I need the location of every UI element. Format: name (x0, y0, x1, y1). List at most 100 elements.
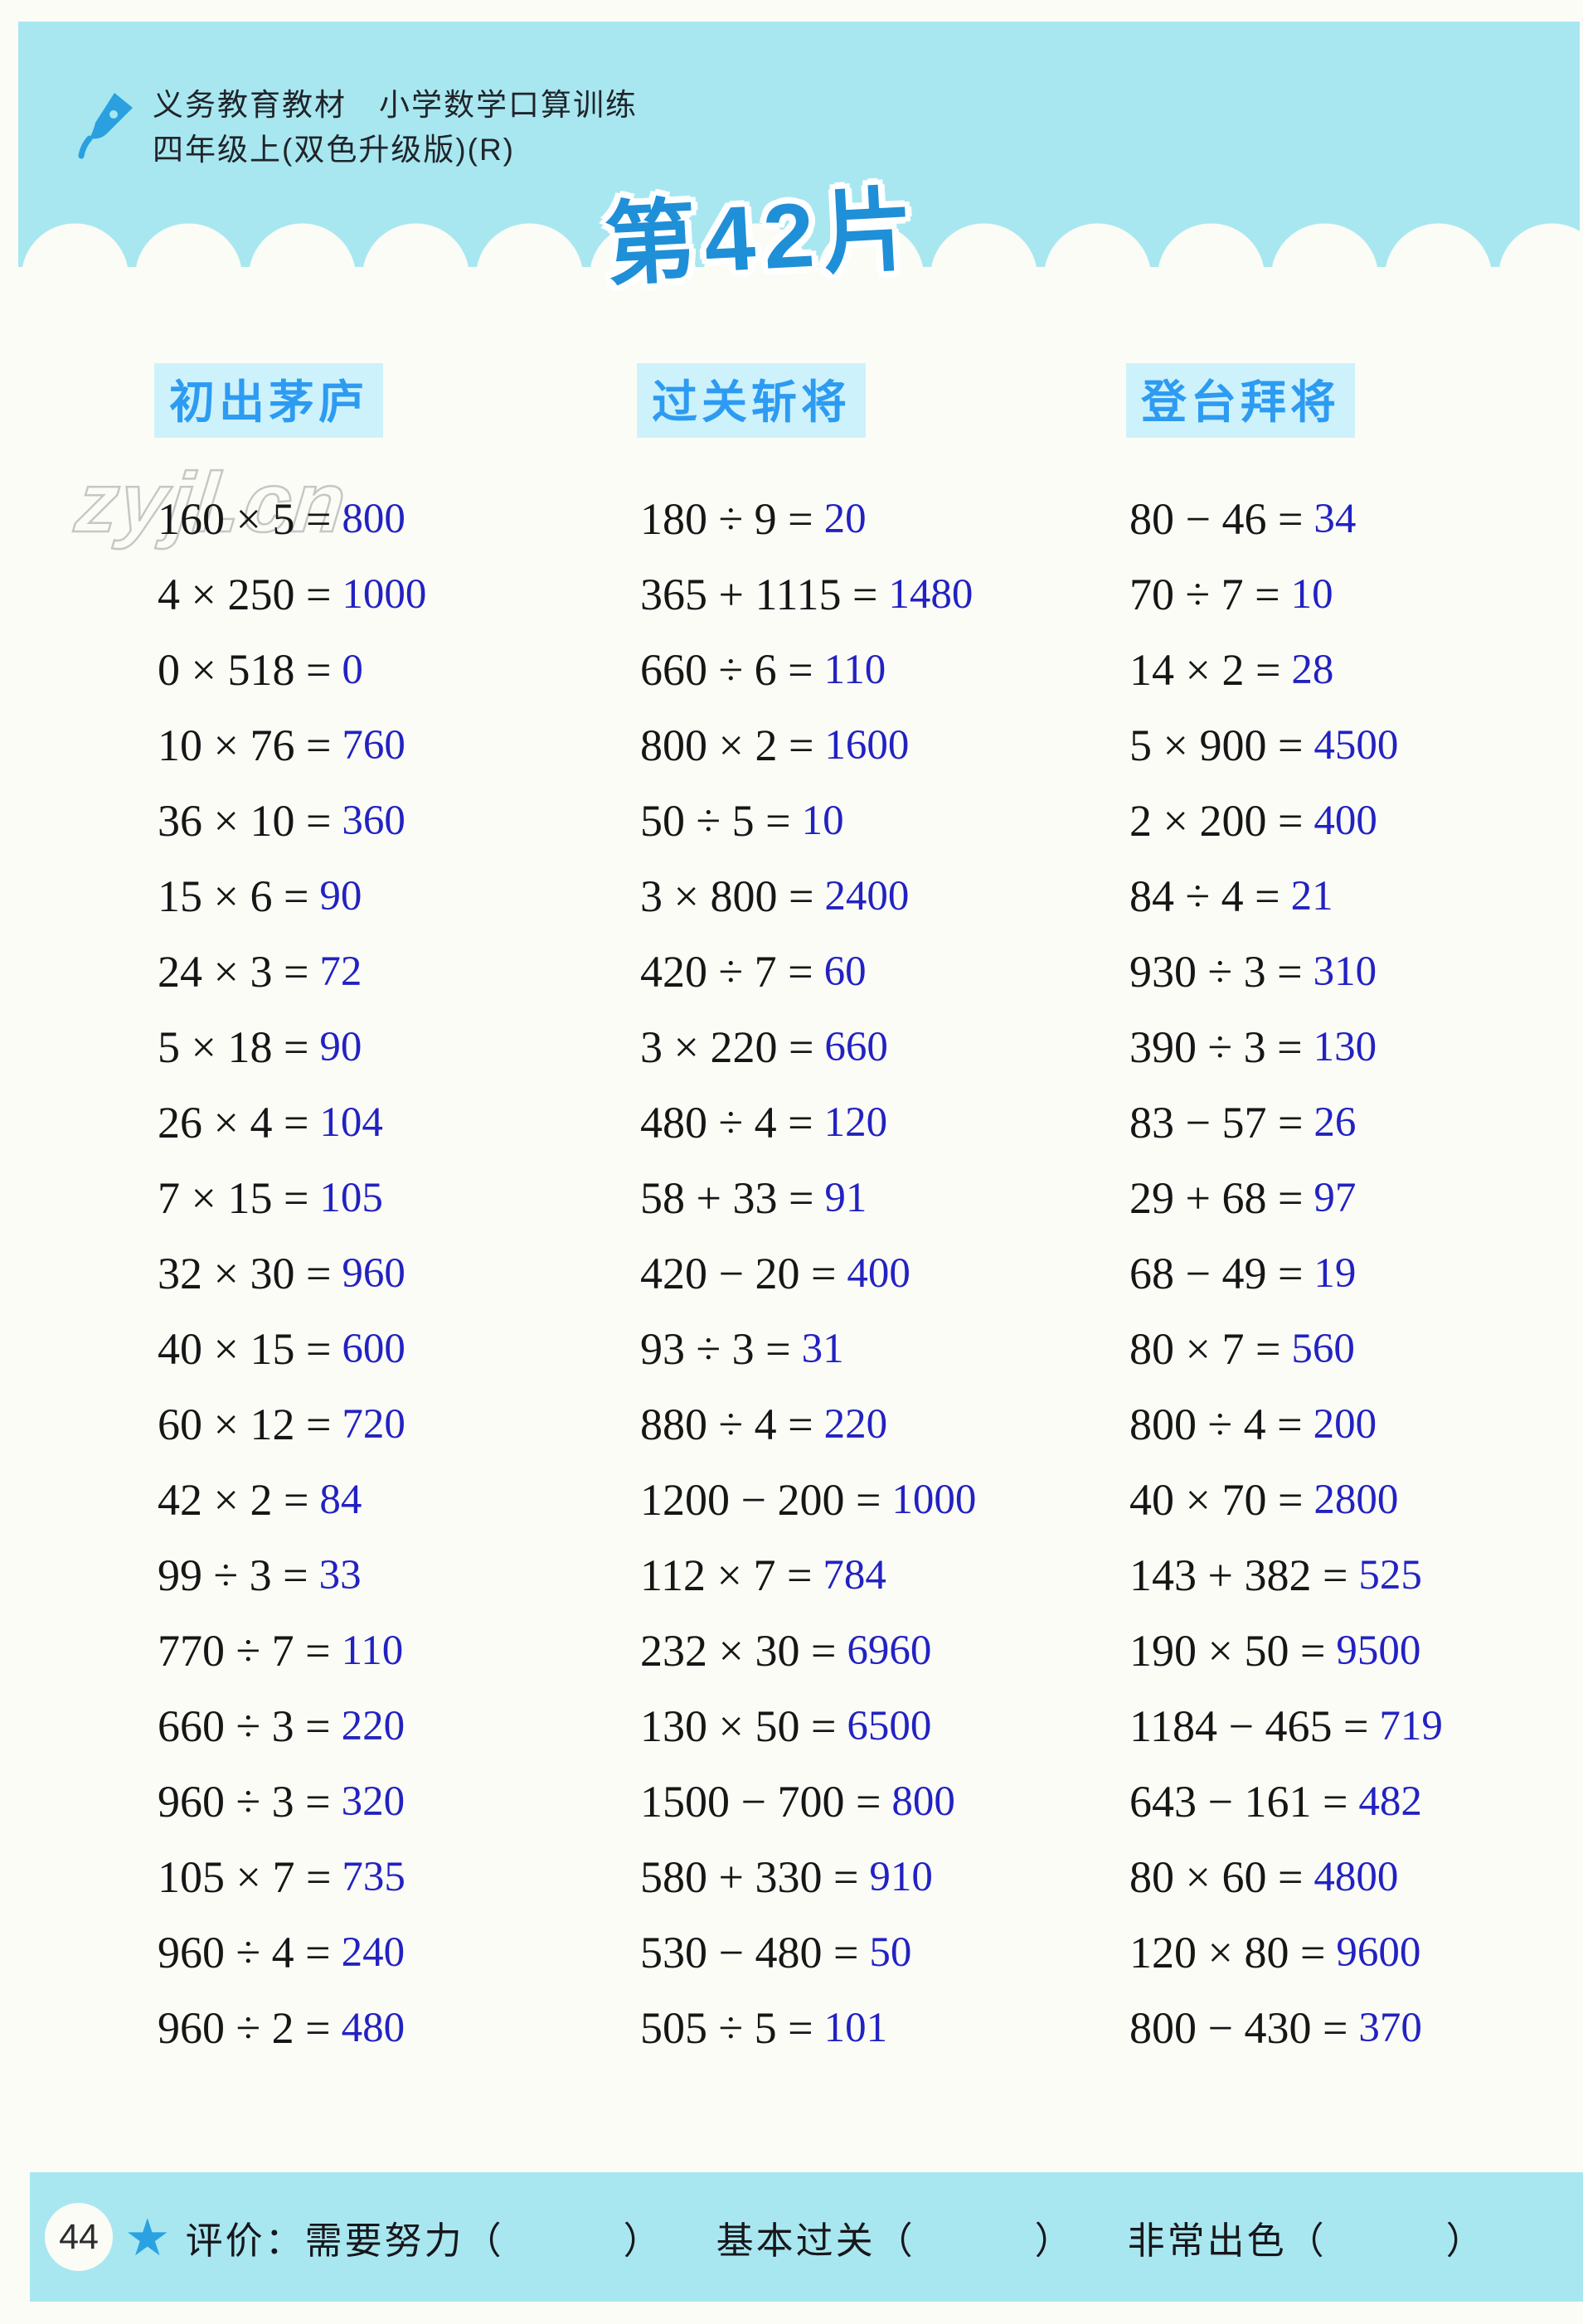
problem-row: 960 ÷ 2 = 480 (158, 1990, 597, 2065)
problem-row: 7 × 15 = 105 (158, 1160, 597, 1235)
problem-expression: 5 × 18 = (158, 1021, 309, 1072)
problem-answer: 20 (823, 495, 867, 542)
problem-expression: 530 − 480 = (640, 1927, 859, 1977)
problem-expression: 29 + 68 = (1129, 1172, 1304, 1223)
problem-answer: 2800 (1314, 1476, 1399, 1523)
header-band: 义务教育教材 小学数学口算训练 四年级上(双色升级版)(R) (18, 22, 1580, 267)
problem-row: 80 − 46 = 34 (1129, 481, 1569, 556)
problem-expression: 36 × 10 = (158, 795, 332, 846)
problem-row: 3 × 220 = 660 (640, 1009, 1080, 1084)
problem-row: 36 × 10 = 360 (158, 783, 597, 858)
problem-row: 5 × 18 = 90 (158, 1009, 597, 1084)
problem-answer: 84 (319, 1476, 362, 1523)
problem-expression: 40 × 70 = (1129, 1474, 1304, 1525)
problem-answer: 130 (1313, 1023, 1377, 1070)
problem-answer: 21 (1290, 872, 1333, 919)
page-number: 44 (45, 2203, 113, 2271)
problem-row: 0 × 518 = 0 (158, 632, 597, 707)
problem-expression: 643 − 161 = (1129, 1776, 1348, 1827)
header-line2: 四年级上(双色升级版)(R) (153, 132, 516, 167)
evaluation-label: 评价： (185, 2219, 305, 2262)
pen-icon (78, 90, 139, 161)
column-1: 过关斩将 180 ÷ 9 = 20 365 + 1115 = 1480 660 ÷ 6 =… (599, 363, 1080, 2065)
problem-expression: 800 ÷ 4 = (1129, 1399, 1303, 1449)
problem-list: 160 × 5 = 800 4 × 250 = 1000 0 × 518 = 0 10 × … (116, 481, 597, 2065)
evaluation-option: 需要努力（ ） (304, 2219, 663, 2262)
problem-row: 93 ÷ 3 = 31 (640, 1311, 1080, 1386)
problem-answer: 800 (342, 495, 405, 542)
problem-answer: 310 (1313, 948, 1377, 995)
problem-answer: 960 (342, 1249, 405, 1297)
problem-row: 14 × 2 = 28 (1129, 632, 1569, 707)
problem-row: 143 + 382 = 525 (1129, 1537, 1569, 1613)
problem-row: 2 × 200 = 400 (1129, 783, 1569, 858)
problem-expression: 10 × 76 = (158, 720, 332, 770)
problem-row: 40 × 15 = 600 (158, 1311, 597, 1386)
problem-expression: 112 × 7 = (640, 1550, 813, 1600)
problem-answer: 6500 (847, 1702, 932, 1749)
problem-row: 800 × 2 = 1600 (640, 707, 1080, 783)
problem-answer: 33 (318, 1551, 362, 1599)
problem-answer: 10 (1290, 570, 1333, 618)
problem-row: 84 ÷ 4 = 21 (1129, 858, 1569, 934)
problem-expression: 120 × 80 = (1129, 1927, 1326, 1977)
problem-answer: 240 (341, 1929, 405, 1976)
problem-row: 160 × 5 = 800 (158, 481, 597, 556)
problem-row: 880 ÷ 4 = 220 (640, 1386, 1080, 1462)
page-title: 第42片 (602, 178, 925, 297)
problem-row: 26 × 4 = 104 (158, 1084, 597, 1160)
problem-row: 930 ÷ 3 = 310 (1129, 934, 1569, 1009)
problem-row: 42 × 2 = 84 (158, 1462, 597, 1537)
problem-expression: 930 ÷ 3 = (1129, 946, 1303, 997)
problem-row: 660 ÷ 3 = 220 (158, 1688, 597, 1764)
problem-expression: 83 − 57 = (1129, 1097, 1304, 1147)
problem-expression: 60 × 12 = (158, 1399, 332, 1449)
problem-expression: 7 × 15 = (158, 1172, 309, 1223)
problem-answer: 320 (341, 1778, 405, 1825)
problem-row: 70 ÷ 7 = 10 (1129, 556, 1569, 632)
problem-answer: 4500 (1314, 721, 1399, 769)
problem-answer: 525 (1358, 1551, 1422, 1599)
problem-answer: 2400 (824, 872, 910, 919)
problem-expression: 32 × 30 = (158, 1248, 332, 1298)
problem-expression: 0 × 518 = (158, 644, 332, 695)
column-header: 过关斩将 (637, 363, 867, 438)
problem-expression: 15 × 6 = (158, 871, 309, 921)
problem-answer: 91 (824, 1174, 867, 1221)
problem-answer: 0 (342, 646, 363, 693)
problem-expression: 1184 − 465 = (1129, 1701, 1369, 1751)
problem-expression: 480 ÷ 4 = (640, 1097, 813, 1147)
problem-expression: 130 × 50 = (640, 1701, 837, 1751)
problem-expression: 960 ÷ 2 = (158, 2002, 331, 2053)
problem-row: 420 ÷ 7 = 60 (640, 934, 1080, 1009)
problem-answer: 360 (342, 797, 405, 844)
problem-expression: 58 + 33 = (640, 1172, 814, 1223)
problem-row: 10 × 76 = 760 (158, 707, 597, 783)
problem-expression: 80 × 60 = (1129, 1851, 1304, 1902)
problem-answer: 560 (1291, 1325, 1355, 1372)
problem-expression: 14 × 2 = (1129, 644, 1281, 695)
problem-row: 580 + 330 = 910 (640, 1839, 1080, 1914)
problem-row: 80 × 7 = 560 (1129, 1311, 1569, 1386)
problem-row: 24 × 3 = 72 (158, 934, 597, 1009)
problem-expression: 24 × 3 = (158, 946, 309, 997)
problem-answer: 600 (342, 1325, 405, 1372)
problem-expression: 50 ÷ 5 = (640, 795, 791, 846)
problem-row: 960 ÷ 3 = 320 (158, 1764, 597, 1839)
problem-row: 420 − 20 = 400 (640, 1235, 1080, 1311)
problem-row: 29 + 68 = 97 (1129, 1160, 1569, 1235)
problem-answer: 6960 (847, 1627, 932, 1674)
problem-row: 5 × 900 = 4500 (1129, 707, 1569, 783)
problem-expression: 80 × 7 = (1129, 1323, 1281, 1374)
problem-row: 83 − 57 = 26 (1129, 1084, 1569, 1160)
problem-expression: 365 + 1115 = (640, 569, 878, 619)
problem-row: 105 × 7 = 735 (158, 1839, 597, 1914)
problem-expression: 580 + 330 = (640, 1851, 859, 1902)
problem-row: 40 × 70 = 2800 (1129, 1462, 1569, 1537)
problem-expression: 2 × 200 = (1129, 795, 1304, 846)
problem-answer: 90 (319, 1023, 362, 1070)
problem-expression: 42 × 2 = (158, 1474, 309, 1525)
problem-answer: 31 (801, 1325, 844, 1372)
problem-answer: 735 (342, 1853, 405, 1900)
